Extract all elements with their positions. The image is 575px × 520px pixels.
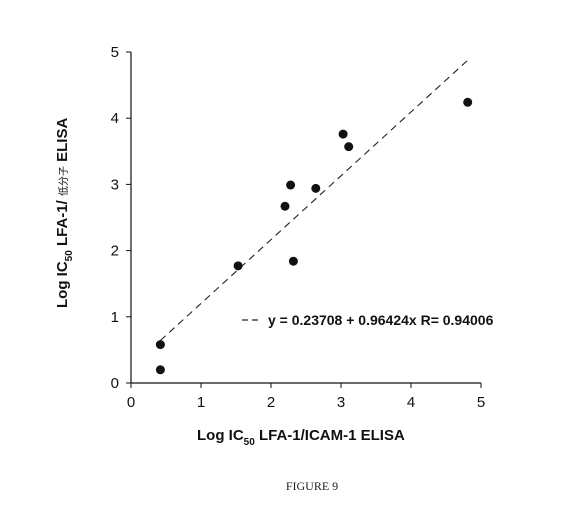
y-tick-label: 1: [111, 309, 119, 326]
y-axis-title-rest: ELISA: [54, 118, 71, 167]
y-axis-title-subscript: 50: [64, 250, 75, 262]
data-point: [311, 184, 320, 193]
x-tick-label: 0: [127, 394, 135, 411]
data-points: [156, 98, 472, 374]
figure-caption: FIGURE 9: [286, 479, 338, 493]
x-axis-title-rest: LFA-1/ICAM-1 ELISA: [255, 427, 405, 444]
fit-line-layer: [160, 60, 467, 340]
regression-line: [160, 60, 467, 340]
y-axis-title-prefix: Log IC: [54, 261, 71, 308]
x-tick-label: 1: [197, 394, 205, 411]
y-tick-label: 2: [111, 243, 119, 260]
y-axis-title: Log IC50 LFA-1/ 低分子 ELISA: [54, 118, 75, 308]
y-tick-label: 0: [111, 375, 119, 392]
x-tick-label: 4: [407, 394, 415, 411]
x-axis-title-subscript: 50: [244, 437, 256, 448]
x-axis-ticks: 0 1 2 3 4 5: [127, 383, 485, 411]
y-axis-title-cjk: 低分子: [57, 166, 70, 196]
x-tick-label: 3: [337, 394, 345, 411]
legend: y = 0.23708 + 0.96424x R= 0.94006: [242, 312, 494, 328]
data-point: [286, 181, 295, 190]
data-point: [463, 98, 472, 107]
y-axis-ticks: 0 1 2 3 4 5: [111, 44, 131, 392]
data-point: [289, 257, 298, 266]
data-point: [344, 142, 353, 151]
y-axis-title-mid: LFA-1/: [54, 196, 71, 250]
data-point: [234, 261, 243, 270]
y-tick-label: 3: [111, 176, 119, 193]
plot-frame: [131, 52, 481, 383]
legend-label: y = 0.23708 + 0.96424x R= 0.94006: [268, 312, 494, 328]
data-point: [156, 340, 165, 349]
y-tick-label: 4: [111, 110, 119, 127]
x-tick-label: 5: [477, 394, 485, 411]
data-point: [156, 365, 165, 374]
data-point: [339, 130, 348, 139]
y-tick-label: 5: [111, 44, 119, 61]
x-tick-label: 2: [267, 394, 275, 411]
x-axis-title: Log IC50 LFA-1/ICAM-1 ELISA: [197, 427, 405, 448]
data-point: [281, 202, 290, 211]
x-axis-title-prefix: Log IC: [197, 427, 244, 444]
